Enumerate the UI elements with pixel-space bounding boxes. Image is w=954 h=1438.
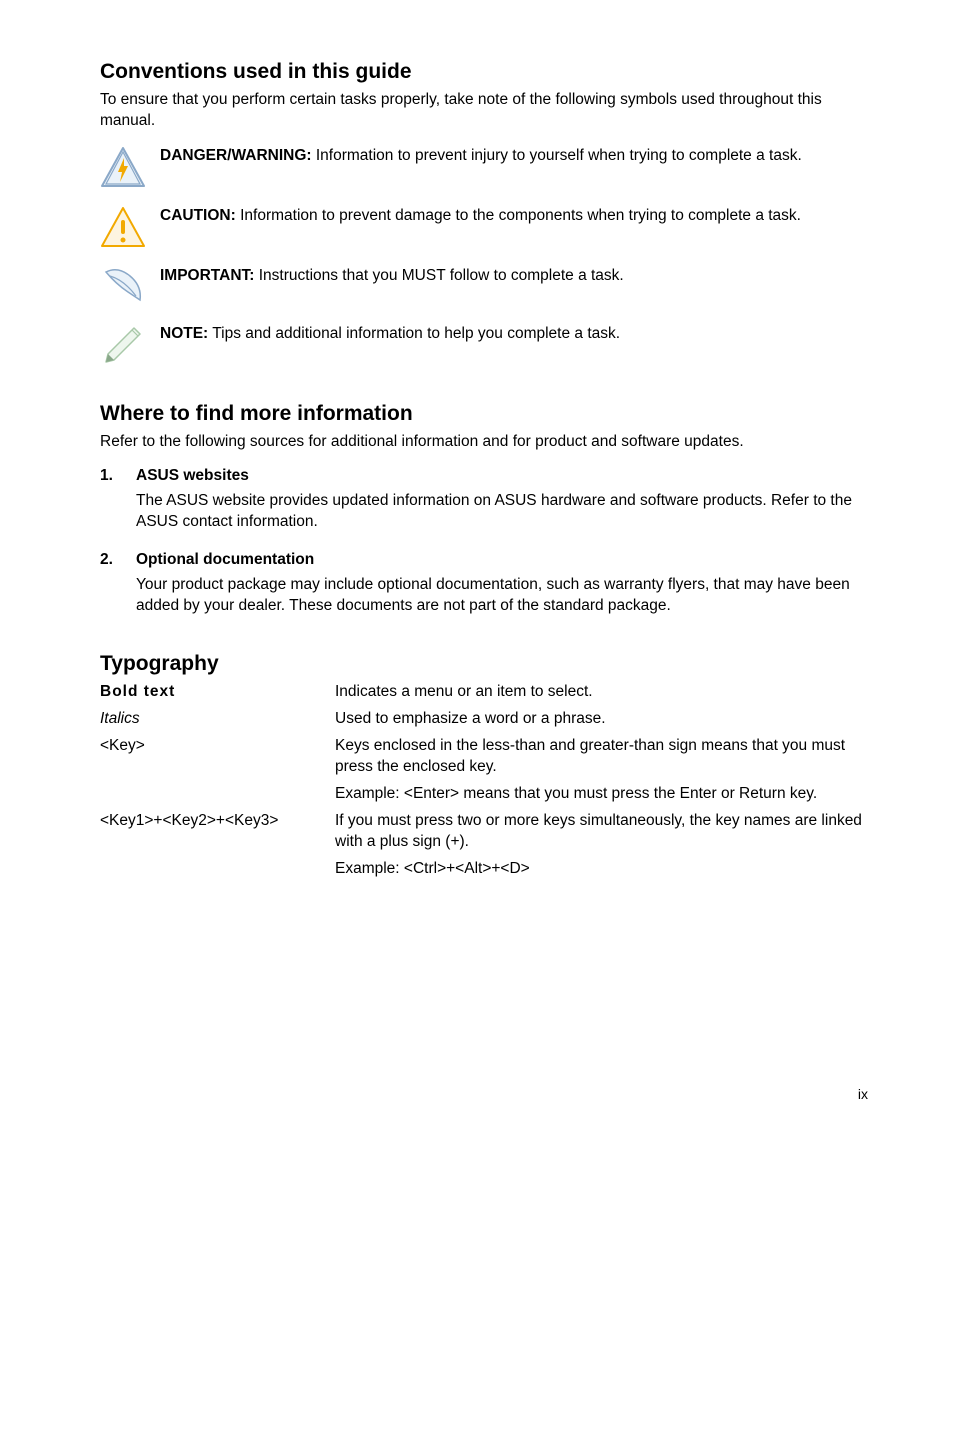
typo-term-bold: Bold text (100, 682, 335, 709)
numlist-1-title: ASUS websites (136, 467, 249, 485)
alert-danger-text: DANGER/WARNING: Information to prevent i… (160, 146, 874, 167)
numlist-1: 1. ASUS websites The ASUS website provid… (100, 467, 874, 533)
caution-body: Information to prevent damage to the com… (236, 207, 801, 224)
typo-row-bold: Bold text Indicates a menu or an item to… (100, 682, 874, 709)
whereto-intro: Refer to the following sources for addit… (100, 432, 874, 453)
typo-desc-key-ex: Example: <Enter> means that you must pre… (335, 784, 874, 811)
alert-important: IMPORTANT: Instructions that you MUST fo… (100, 266, 874, 306)
danger-label: DANGER/WARNING: (160, 147, 312, 164)
numlist-2: 2. Optional documentation Your product p… (100, 551, 874, 617)
typography-table: Bold text Indicates a menu or an item to… (100, 682, 874, 885)
numlist-1-num: 1. (100, 467, 136, 485)
typo-row-key: <Key> Keys enclosed in the less-than and… (100, 736, 874, 784)
typo-term-italics: Italics (100, 709, 335, 736)
typo-term-keycombo: <Key1>+<Key2>+<Key3> (100, 811, 335, 859)
important-icon (100, 266, 160, 306)
conventions-intro: To ensure that you perform certain tasks… (100, 90, 874, 132)
numlist-2-num: 2. (100, 551, 136, 569)
note-body: Tips and additional information to help … (208, 325, 620, 342)
page-body: Conventions used in this guide To ensure… (0, 0, 954, 1142)
note-icon (100, 324, 160, 366)
caution-label: CAUTION: (160, 207, 236, 224)
numlist-1-body: The ASUS website provides updated inform… (136, 491, 874, 533)
typo-desc-keycombo: If you must press two or more keys simul… (335, 811, 874, 859)
typography-heading: Typography (100, 652, 874, 676)
important-label: IMPORTANT: (160, 267, 254, 284)
alert-danger: DANGER/WARNING: Information to prevent i… (100, 146, 874, 188)
alert-caution: CAUTION: Information to prevent damage t… (100, 206, 874, 248)
alert-note: NOTE: Tips and additional information to… (100, 324, 874, 366)
alert-important-text: IMPORTANT: Instructions that you MUST fo… (160, 266, 874, 287)
typo-row-key-example: Example: <Enter> means that you must pre… (100, 784, 874, 811)
typo-row-italics: Italics Used to emphasize a word or a ph… (100, 709, 874, 736)
note-label: NOTE: (160, 325, 208, 342)
important-body: Instructions that you MUST follow to com… (254, 267, 623, 284)
typo-row-keycombo-example: Example: <Ctrl>+<Alt>+<D> (100, 859, 874, 886)
whereto-heading: Where to find more information (100, 402, 874, 426)
conventions-heading: Conventions used in this guide (100, 60, 874, 84)
alert-caution-text: CAUTION: Information to prevent damage t… (160, 206, 874, 227)
typo-desc-keycombo-ex: Example: <Ctrl>+<Alt>+<D> (335, 859, 874, 886)
numlist-2-title: Optional documentation (136, 551, 314, 569)
typo-desc-bold: Indicates a menu or an item to select. (335, 682, 874, 709)
typo-desc-italics: Used to emphasize a word or a phrase. (335, 709, 874, 736)
numlist-2-body: Your product package may include optiona… (136, 575, 874, 617)
alert-note-text: NOTE: Tips and additional information to… (160, 324, 874, 345)
typo-term-key-ex (100, 784, 335, 811)
typo-row-keycombo: <Key1>+<Key2>+<Key3> If you must press t… (100, 811, 874, 859)
caution-icon (100, 206, 160, 248)
typo-term-key: <Key> (100, 736, 335, 784)
danger-icon (100, 146, 160, 188)
typo-desc-key: Keys enclosed in the less-than and great… (335, 736, 874, 784)
page-number: ix (100, 1086, 874, 1102)
typo-term-keycombo-ex (100, 859, 335, 886)
danger-body: Information to prevent injury to yoursel… (312, 147, 802, 164)
